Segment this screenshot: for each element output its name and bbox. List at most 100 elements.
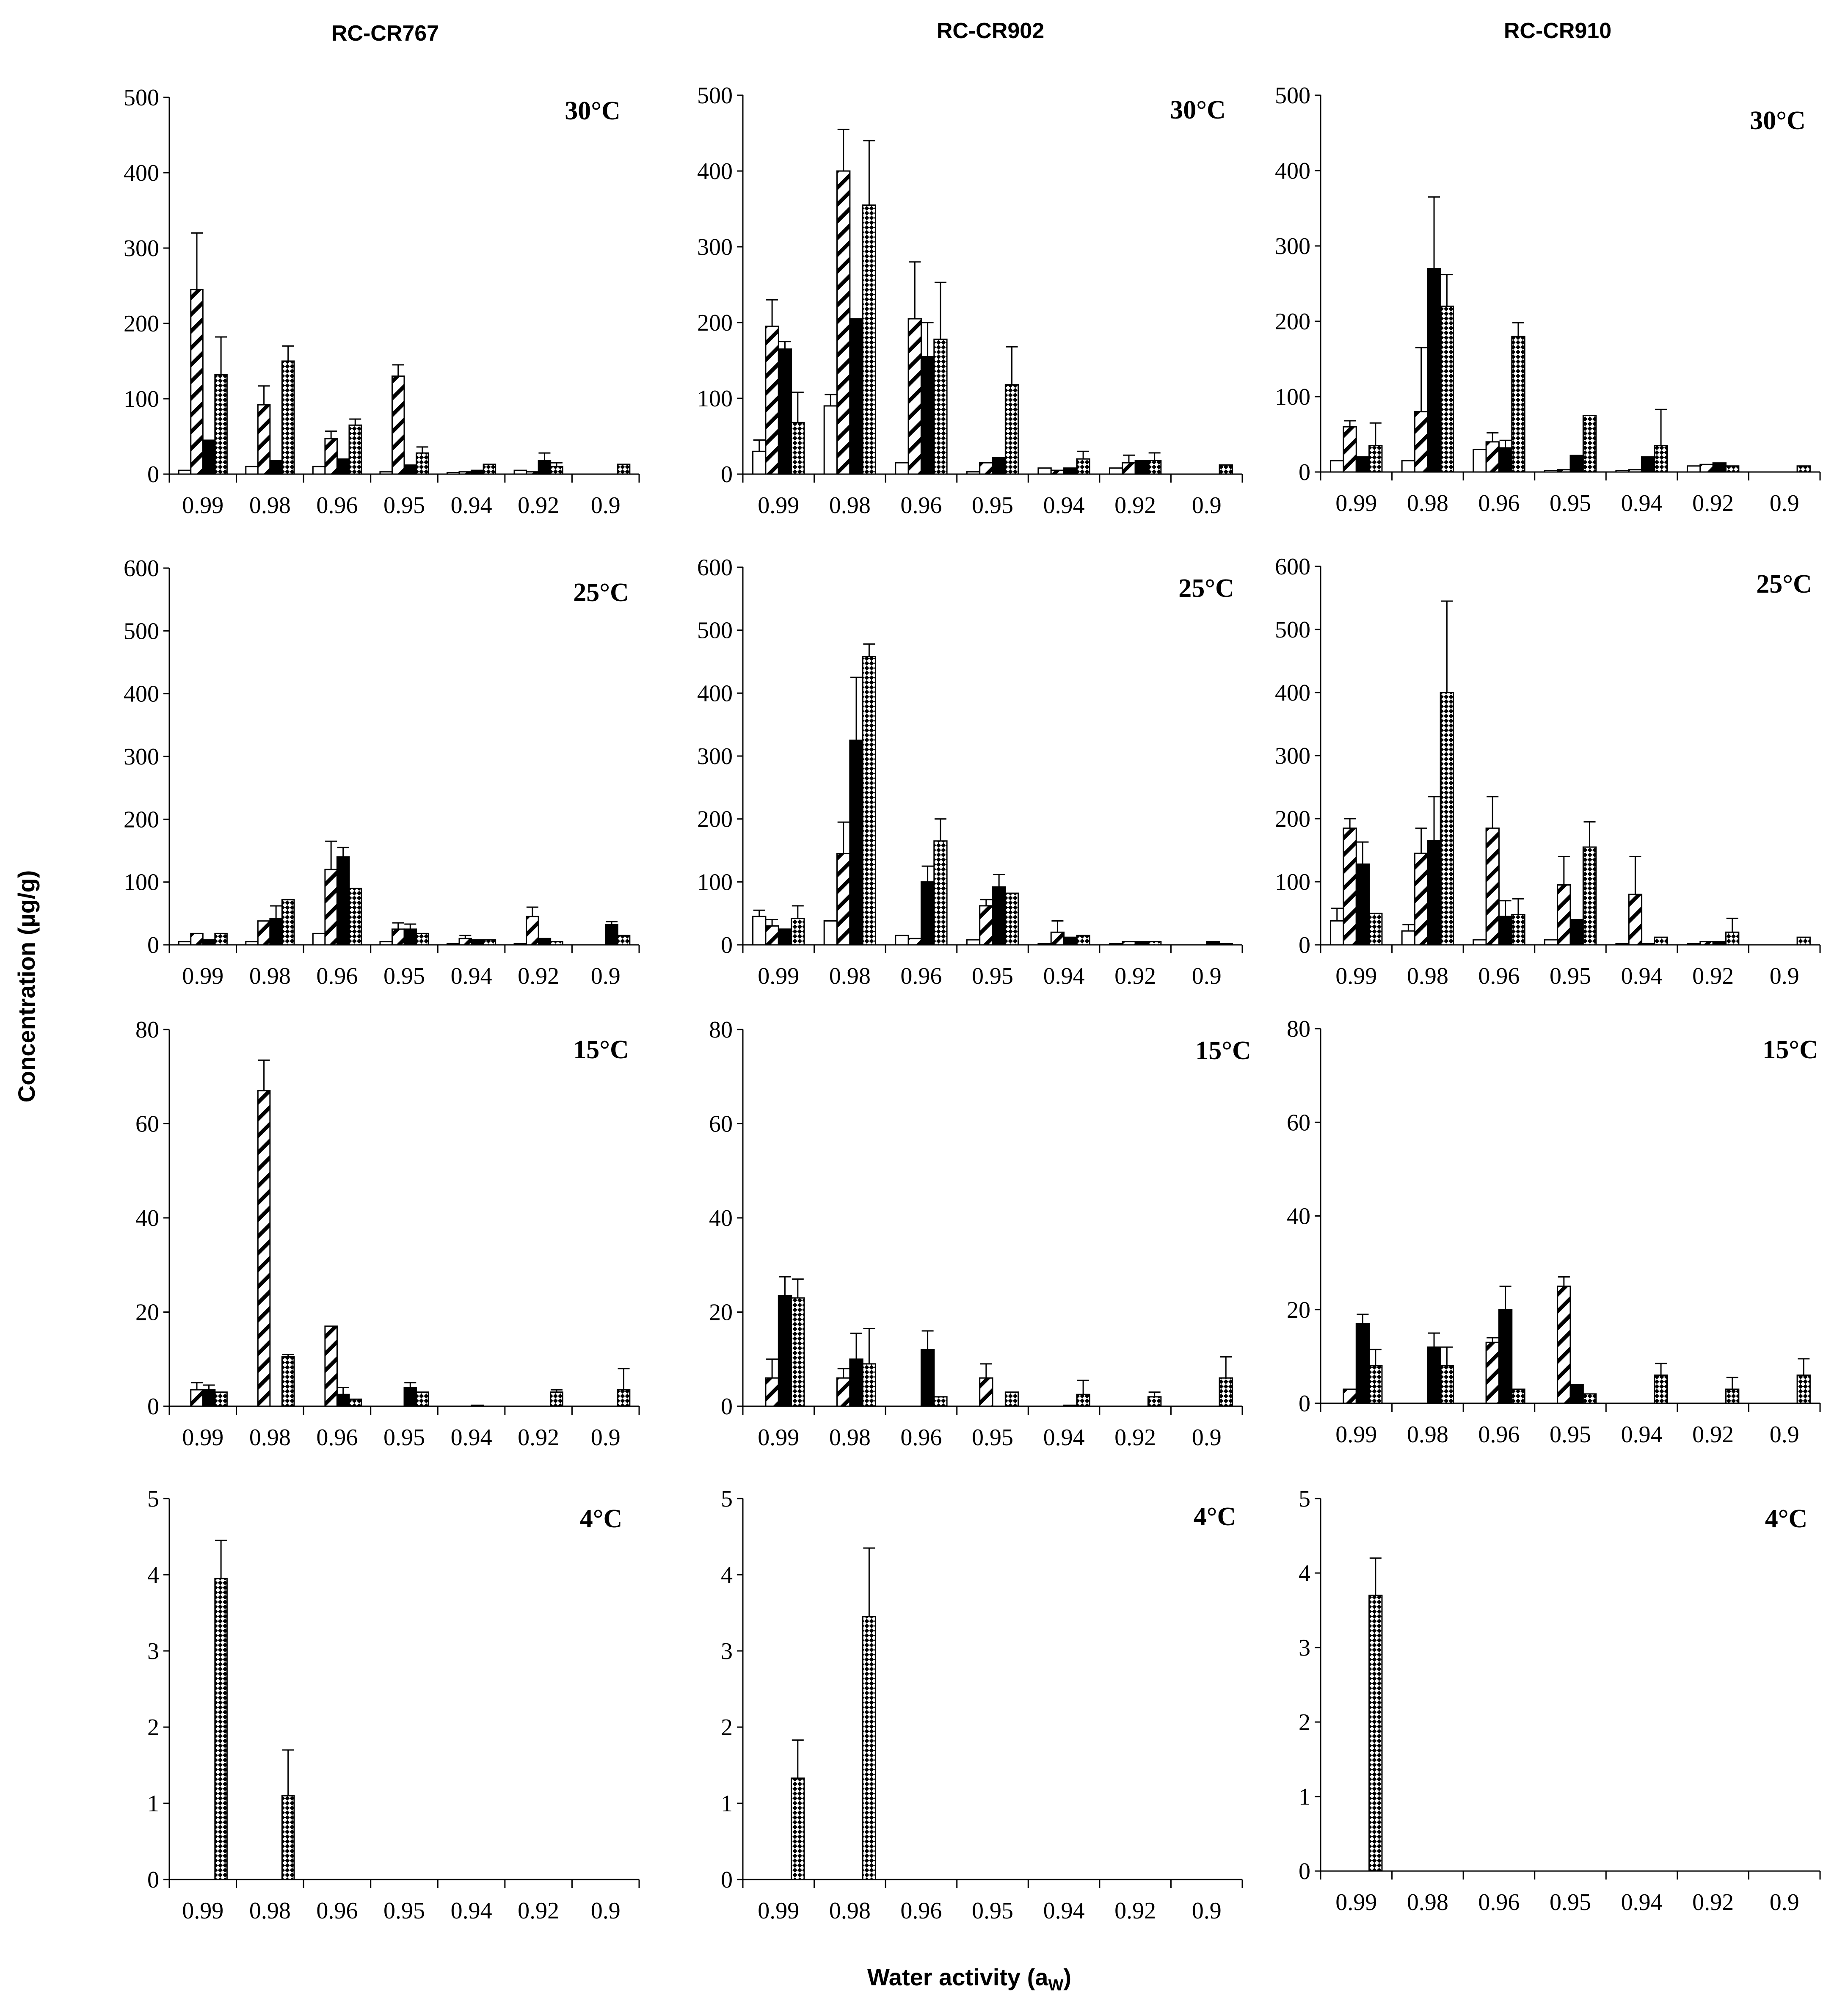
bar-hatched [1628, 894, 1643, 946]
bar-black [849, 740, 863, 946]
bar-checkered [281, 899, 295, 946]
x-tick-label: 0.95 [383, 492, 425, 519]
bar-checkered [1368, 913, 1383, 946]
bar-hatched [765, 925, 779, 946]
x-tick-label: 0.99 [758, 492, 799, 519]
bar-black [920, 1349, 935, 1407]
bar-checkered [1147, 941, 1162, 946]
bar-hatched [1050, 931, 1065, 946]
bar-checkered [933, 840, 948, 946]
x-tick-label: 0.95 [383, 963, 425, 989]
bar-white [752, 450, 767, 475]
y-tick-label: 400 [1275, 158, 1310, 184]
bar-white [1686, 465, 1701, 473]
bar-checkered [791, 1777, 805, 1880]
y-tick-label: 80 [709, 1017, 733, 1043]
bar-checkered [483, 939, 496, 946]
y-tick-label: 80 [135, 1017, 159, 1043]
bar-hatched [190, 1389, 204, 1407]
bar-hatched [324, 1325, 338, 1407]
bar-checkered [1147, 460, 1162, 475]
x-tick-label: 0.99 [1335, 963, 1377, 989]
bar-checkered [214, 1391, 228, 1407]
x-tick-label: 0.92 [1692, 1421, 1734, 1448]
bar-black [471, 469, 484, 475]
x-tick-label: 0.92 [1692, 490, 1734, 516]
bar-black [403, 1387, 417, 1407]
bar-checkered [791, 1297, 805, 1407]
y-tick-label: 100 [1275, 384, 1310, 410]
bar-hatched [1628, 469, 1643, 473]
y-tick-label: 3 [721, 1638, 733, 1664]
y-tick-label: 600 [1275, 554, 1310, 580]
x-tick-label: 0.95 [1550, 1889, 1591, 1915]
bar-hatched [836, 170, 851, 475]
x-tick-label: 0.94 [451, 963, 492, 989]
bar-hatched [907, 938, 922, 946]
bar-hatched [1122, 462, 1136, 475]
bar-checkered [1511, 336, 1525, 473]
x-tick-label: 0.9 [1192, 492, 1222, 519]
bar-checkered [1796, 1374, 1811, 1404]
x-tick-label: 0.92 [518, 1898, 559, 1924]
bar-black [1498, 1309, 1513, 1404]
y-tick-label: 20 [1287, 1297, 1310, 1323]
x-tick-label: 0.95 [972, 1424, 1013, 1451]
bar-black [1641, 943, 1655, 946]
y-axis-label: Concentration (µg/g) [13, 870, 40, 1103]
chart-panel-rc-cr767-15c: 0 20 40 60 80 0.99 0.98 0.96 0.95 0.94 0.92 0.9 15°C [135, 1017, 640, 1451]
x-tick-label: 0.96 [316, 963, 358, 989]
bar-white [1544, 469, 1558, 473]
y-tick-label: 200 [1275, 806, 1310, 832]
bar-black [849, 1358, 863, 1407]
bar-white [1401, 460, 1416, 473]
x-tick-label: 0.99 [182, 492, 223, 519]
bar-checkered [1076, 458, 1090, 475]
bar-checkered [281, 1356, 295, 1407]
bar-hatched [257, 1090, 271, 1407]
bar-checkered [416, 933, 429, 946]
bar-hatched [526, 916, 539, 946]
x-tick-label: 0.98 [249, 963, 291, 989]
bar-hatched [1557, 1285, 1571, 1404]
x-tick-label: 0.96 [900, 963, 942, 989]
bar-checkered [483, 464, 496, 475]
bar-checkered [1440, 305, 1454, 473]
bar-checkered [1219, 943, 1233, 946]
bar-checkered [214, 1578, 228, 1880]
y-tick-label: 0 [147, 1394, 159, 1420]
y-tick-label: 200 [697, 310, 733, 336]
temperature-label: 15°C [573, 1035, 629, 1064]
y-tick-label: 5 [721, 1486, 733, 1512]
bar-checkered [1368, 1595, 1383, 1872]
x-tick-label: 0.95 [1550, 490, 1591, 516]
x-tick-label: 0.92 [1692, 963, 1734, 989]
y-tick-label: 60 [1287, 1110, 1310, 1136]
bar-checkered [1511, 914, 1525, 946]
x-tick-label: 0.99 [182, 1424, 223, 1451]
bar-black [1712, 941, 1727, 946]
bar-checkered [617, 464, 631, 475]
x-tick-label: 0.98 [249, 1424, 291, 1451]
temperature-label: 25°C [1756, 570, 1812, 599]
y-tick-label: 0 [1299, 1858, 1310, 1885]
bar-white [966, 471, 981, 475]
y-tick-label: 300 [1275, 743, 1310, 769]
bar-checkered [1725, 1388, 1740, 1404]
bar-white [1330, 920, 1344, 946]
bar-black [1063, 467, 1078, 475]
x-tick-label: 0.96 [1478, 963, 1520, 989]
y-tick-label: 0 [1299, 1391, 1310, 1417]
bar-hatched [1414, 411, 1429, 473]
bar-checkered [1654, 1374, 1668, 1404]
bar-black [1569, 1384, 1584, 1404]
bar-black [778, 348, 792, 475]
bar-white [1686, 943, 1701, 946]
bar-hatched [391, 375, 405, 475]
bar-black [269, 460, 283, 475]
x-tick-label: 0.98 [1407, 490, 1448, 516]
bar-hatched [1699, 941, 1714, 946]
x-tick-label: 0.9 [591, 1424, 621, 1451]
chart-panel-rc-cr767-4c: 0 1 2 3 4 5 0.99 0.98 0.96 0.95 0.94 0.92 0.9 4°C [147, 1486, 640, 1924]
x-tick-label: 0.98 [1407, 963, 1448, 989]
